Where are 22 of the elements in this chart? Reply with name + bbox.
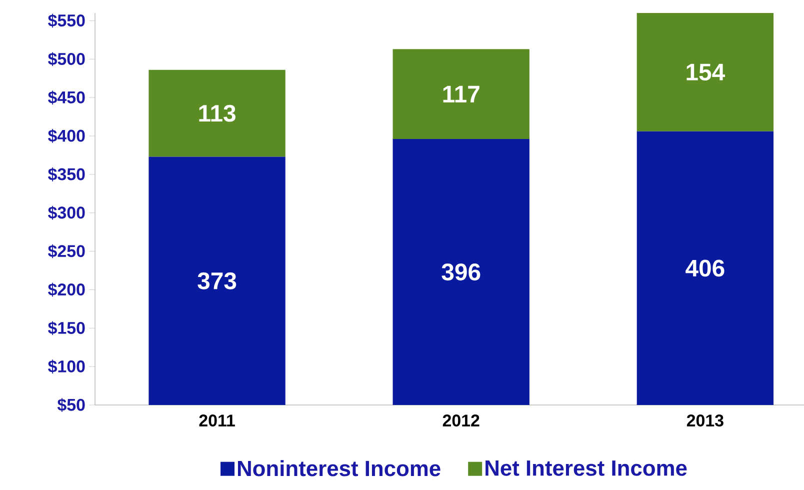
y-tick-label: $250 <box>48 244 85 258</box>
y-tick-label: $400 <box>48 129 85 143</box>
x-tick-label: 2013 <box>686 414 724 427</box>
data-label: 154 <box>686 64 725 81</box>
legend-label: Noninterest Income <box>238 460 440 476</box>
y-tick-label: $300 <box>48 206 85 220</box>
data-label: 373 <box>198 272 236 290</box>
data-label: 396 <box>442 264 480 281</box>
y-tick-label: $150 <box>48 321 85 336</box>
data-label: 113 <box>199 104 236 122</box>
y-tick-label: $350 <box>48 167 85 182</box>
y-tick-label: $100 <box>48 360 85 374</box>
y-tick-label: $200 <box>48 282 85 297</box>
data-label: 406 <box>686 260 724 277</box>
y-tick-label: $450 <box>48 90 85 104</box>
y-tick-label: $500 <box>48 52 85 66</box>
legend-label: Net Interest Income <box>486 460 687 476</box>
x-tick-label: 2012 <box>442 414 480 427</box>
y-tick-label: $550 <box>48 14 85 28</box>
x-tick-label: 2011 <box>199 414 235 427</box>
y-tick-label: $50 <box>57 398 85 412</box>
data-label: 117 <box>443 86 480 102</box>
